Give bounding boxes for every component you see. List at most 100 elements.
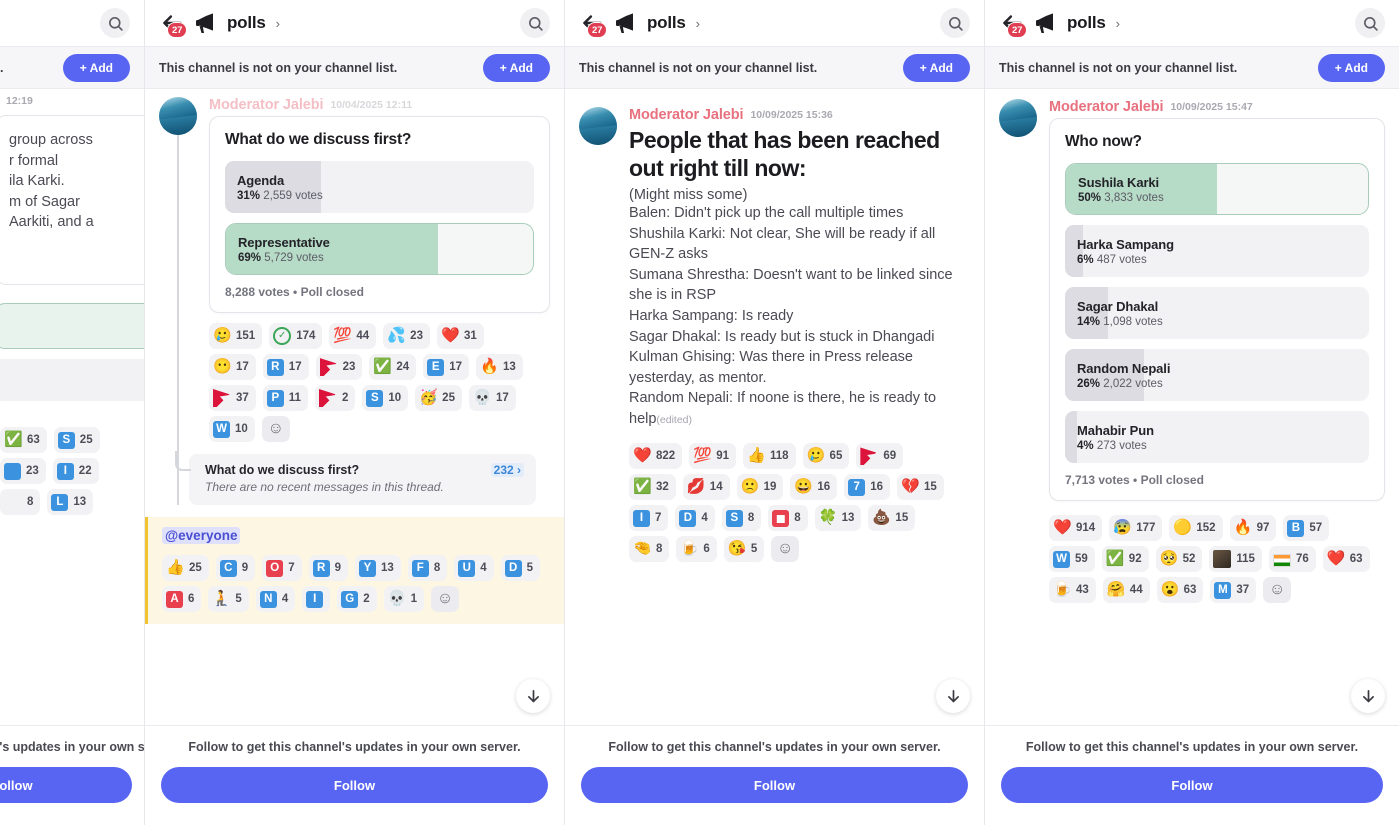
search-button[interactable] [100,8,130,38]
clipped-poll-option-2[interactable] [0,359,144,401]
follow-button[interactable]: Follow [581,767,968,803]
back-button[interactable]: 27 [579,10,608,38]
reaction-chip[interactable]: W 10 [209,416,255,442]
reaction-list[interactable]: 👍 25 C 9 O 7 R 9 Y 13 F 8 U 4 D 5 A 6 🧎 5 N 4 I G 2 💀 1 ☺ [162,545,550,612]
reaction-chip[interactable]: 🧎 5 [208,586,249,612]
reaction-chip[interactable]: S 10 [362,385,409,411]
reaction-chip[interactable]: P 11 [262,385,308,411]
reaction-chip[interactable]: ✅ 92 [1101,546,1149,572]
poll-option[interactable]: Random Nepali 26% 2,022 votes [1065,349,1369,401]
reaction-chip[interactable]: 🍺 6 [676,536,717,563]
reaction-chip[interactable]: 🤗 44 [1102,577,1150,603]
poll-option[interactable]: Agenda 31% 2,559 votes [225,161,534,213]
reaction-chip[interactable]: ◼ 8 [768,505,808,532]
reaction-chip[interactable]: 🤏 8 [629,536,670,563]
reaction-chip[interactable]: 69 [856,443,904,470]
reaction-chip[interactable]: 💩 15 [868,505,916,532]
poll-options[interactable]: Sushila Karki 50% 3,833 votes Harka Sampan… [1065,163,1369,463]
reaction-chip[interactable]: 🥲 65 [802,443,850,470]
add-channel-button[interactable]: + Add [62,53,130,82]
follow-button[interactable]: Follow [1001,767,1383,803]
reaction-chip[interactable]: 🔥 97 [1229,515,1277,541]
search-button[interactable] [1355,8,1385,38]
reaction-list[interactable]: ❤️ 822 💯 91 👍 118 🥲 65 69 ✅ 32 💋 14 🙁 19 😀 16 7 16 💔 15 I 7 D 4 S… [579,429,970,563]
reaction-chip[interactable]: 😀 16 [790,474,838,501]
reaction-list[interactable]: 🥲 151 ✓ 174 💯 44 💦 23 ❤️ 31 😶 17 R 17 23 ✅ 24 E 17 🔥 13 37 P 11… [159,313,550,442]
poll-option[interactable]: Harka Sampang 6% 487 votes [1065,225,1369,277]
everyone-mention[interactable]: @everyone [162,527,241,544]
reaction-chip[interactable]: ☺ [431,586,460,612]
reaction-chip[interactable]: 👍 25 [162,555,209,581]
reaction-chip[interactable]: 💔 15 [896,474,944,501]
back-button[interactable]: 27 [159,10,188,38]
reaction-chip[interactable]: 37 [209,385,256,411]
reaction-chip[interactable]: 💀 1 [383,586,425,612]
follow-button[interactable]: Follow [161,767,548,803]
reaction-chip[interactable]: 🍀 13 [814,505,862,532]
avatar[interactable] [159,97,197,135]
reaction-chip[interactable]: 👍 118 [742,443,796,470]
scroll-to-bottom-button[interactable] [936,679,970,713]
author-name[interactable]: Moderator Jalebi [1049,99,1164,115]
author-name[interactable]: Moderator Jalebi [629,107,744,123]
reaction-chip[interactable]: I 22 [52,458,99,484]
reaction-chip[interactable]: 🙁 19 [736,474,784,501]
add-channel-button[interactable]: + Add [902,53,970,82]
reaction-chip[interactable]: 😶 17 [209,354,256,380]
message-list[interactable]: 12:19 group across r formal ila Karki. m… [0,89,144,725]
scroll-to-bottom-button[interactable] [516,679,550,713]
reaction-chip[interactable]: 🔥 13 [475,354,523,380]
reaction-chip[interactable]: ✅ 32 [629,474,676,501]
reaction-chip[interactable]: W 59 [1049,546,1095,572]
reaction-chip[interactable]: 8 [0,489,41,515]
reaction-chip[interactable]: 🟡 152 [1169,515,1223,541]
reaction-list[interactable]: ❤️ 914 😰 177 🟡 152 🔥 97 B 57 W 59 ✅ 92 🥺 52 115 76 ❤️ 63 🍺 43… [999,501,1385,603]
author-name[interactable]: Moderator Jalebi [209,97,324,113]
channel-name[interactable]: polls [1067,13,1106,32]
poll-option[interactable]: Sushila Karki 50% 3,833 votes [1065,163,1369,215]
reaction-chip[interactable]: R 17 [262,354,309,380]
thread-reply-count[interactable]: 232 › [490,463,524,477]
reaction-chip[interactable]: 🥳 25 [415,385,462,411]
reaction-chip[interactable]: ☺ [1263,577,1292,603]
thread-summary[interactable]: What do we discuss first? 232 › There ar… [175,451,536,505]
reaction-chip[interactable]: ✓ 174 [269,323,323,349]
reaction-chip[interactable]: 😰 177 [1109,515,1163,541]
reaction-chip[interactable]: ✅ 63 [0,427,47,453]
back-button[interactable]: 27 [999,10,1028,38]
reaction-chip[interactable]: ☺ [771,536,800,563]
reaction-chip[interactable]: 💦 23 [383,323,430,349]
reaction-chip[interactable]: ❤️ 31 [436,323,484,349]
avatar[interactable] [579,107,617,145]
add-channel-button[interactable]: + Add [482,53,550,82]
reaction-list[interactable]: ✅ 63 S 25 23 I 22 8 L 13 [0,401,144,515]
channel-name[interactable]: polls [227,13,266,32]
reaction-chip[interactable]: B 57 [1283,515,1330,541]
reaction-chip[interactable]: 💯 44 [329,323,377,349]
clipped-poll-option[interactable] [0,303,144,349]
reaction-chip[interactable]: I [302,586,331,612]
reaction-chip[interactable]: ✅ 24 [369,354,417,380]
reaction-chip[interactable]: 7 16 [844,474,890,501]
channel-name[interactable]: polls [647,13,686,32]
reaction-chip[interactable]: 115 [1209,546,1262,572]
reaction-chip[interactable]: ☺ [261,416,290,442]
poll-option[interactable]: Representative 69% 5,729 votes [225,223,534,275]
reaction-chip[interactable]: M 37 [1210,577,1257,603]
add-channel-button[interactable]: + Add [1317,53,1385,82]
poll-options[interactable]: Agenda 31% 2,559 votes Representative 69% 5… [225,161,534,275]
message-list[interactable]: Moderator Jalebi 10/09/2025 15:36 People… [565,89,984,725]
reaction-chip[interactable]: 😮 63 [1156,577,1204,603]
reaction-chip[interactable]: E 17 [423,354,469,380]
reaction-chip[interactable]: 23 [315,354,363,380]
poll-option[interactable]: Sagar Dhakal 14% 1,098 votes [1065,287,1369,339]
reaction-chip[interactable]: 2 [314,385,356,411]
reaction-chip[interactable]: 💯 91 [689,443,736,470]
